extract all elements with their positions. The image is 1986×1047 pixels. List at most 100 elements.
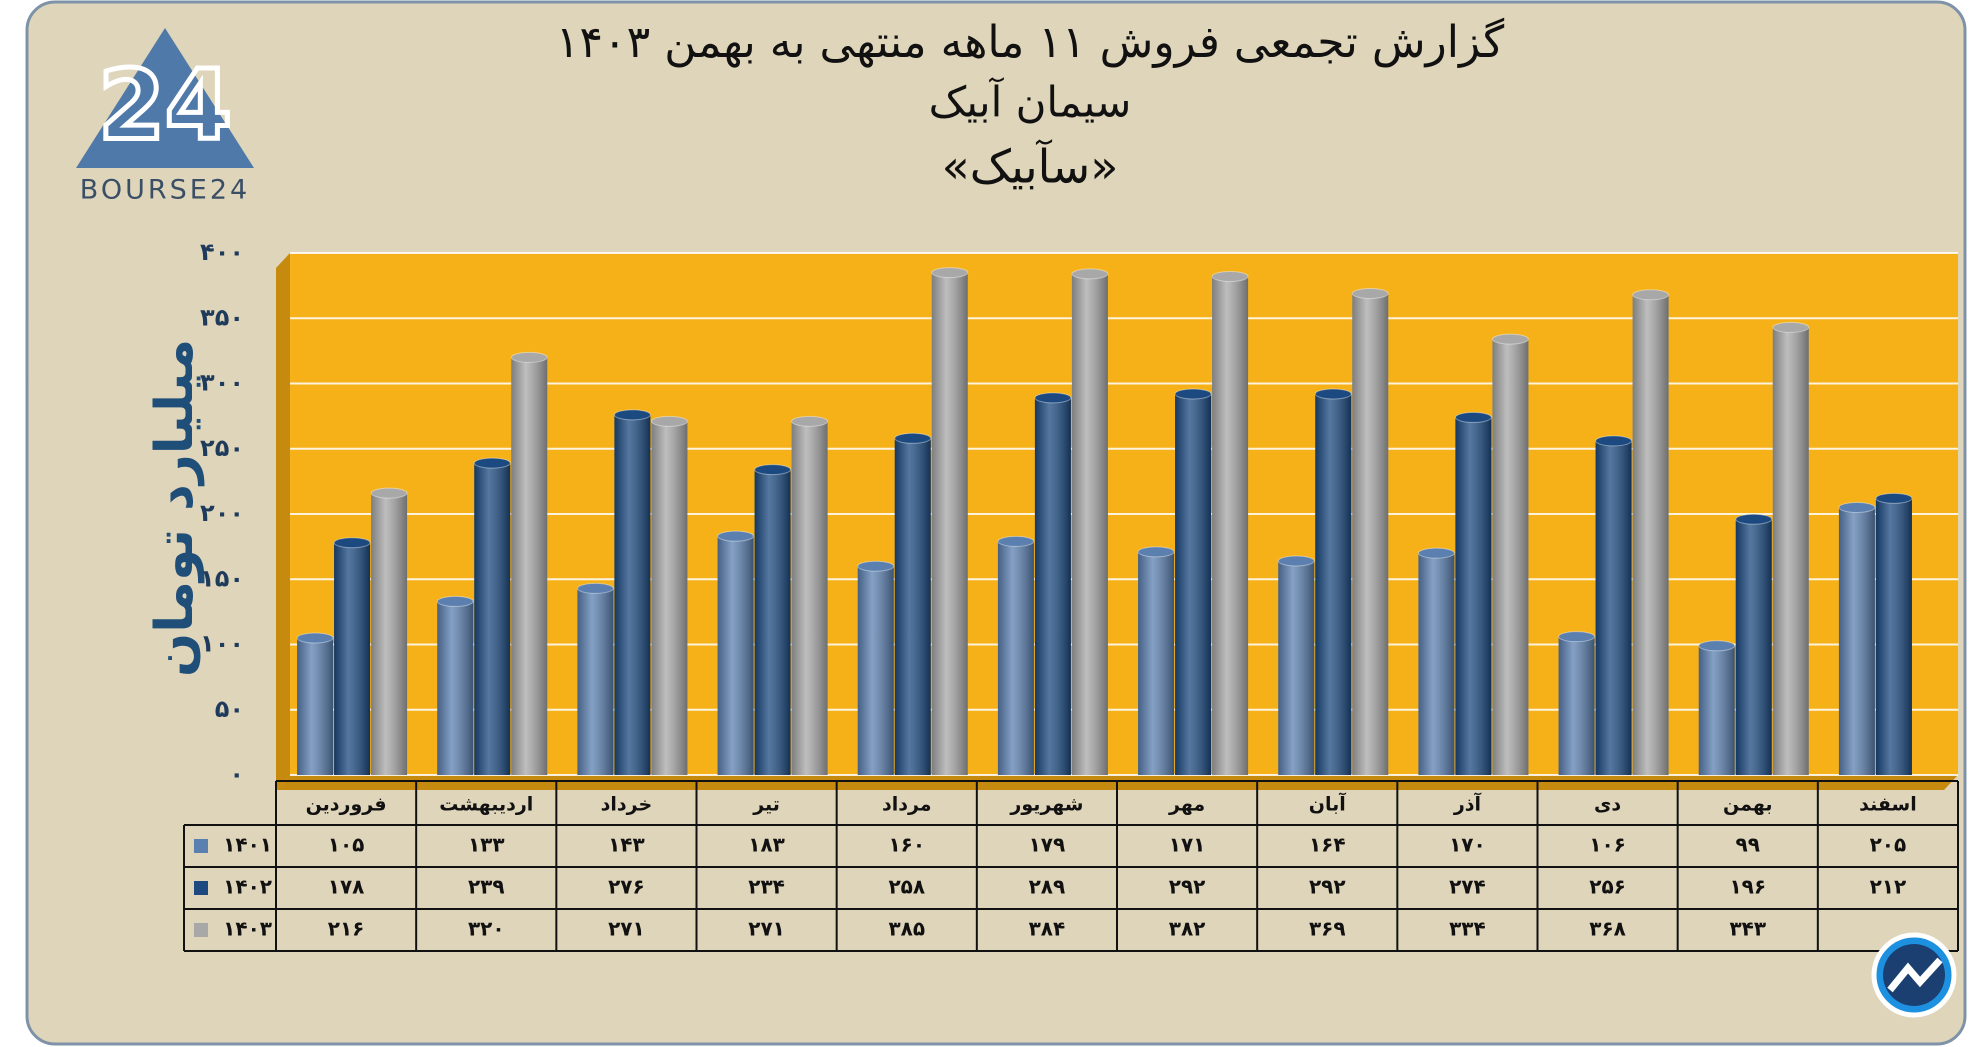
y-tick-label: ۲۰۰	[200, 499, 244, 527]
table-value: ۳۲۰	[468, 917, 505, 941]
bar-shade	[1455, 417, 1492, 775]
plot: ۰ ۵۰ ۱۰۰ ۱۵۰ ۲۰۰ ۲۵۰ ۳۰۰ ۳۵۰ ۴۰۰	[200, 238, 1958, 788]
y-tick-label: ۰	[229, 760, 244, 788]
bar-cap	[1034, 392, 1072, 404]
bar-cap	[931, 267, 969, 279]
table-value: ۲۷۱	[748, 917, 785, 941]
table-value: ۱۷۱	[1169, 833, 1206, 857]
bar-shade	[1418, 553, 1455, 775]
y-tick-label: ۱۵۰	[200, 564, 244, 592]
bar-cap	[510, 351, 548, 363]
bar-shade	[511, 357, 548, 775]
bar-cap	[576, 582, 614, 594]
bar-cap	[791, 415, 829, 427]
bar-shade	[334, 542, 371, 775]
bar-shade	[1138, 551, 1175, 775]
table-value: ۲۱۲	[1870, 875, 1907, 899]
y-tick-label: ۳۰۰	[200, 369, 244, 397]
table-value: ۹۹	[1736, 833, 1760, 857]
bar-shade	[1632, 294, 1669, 775]
legend-label: ۱۴۰۳	[223, 917, 272, 941]
bar-shade	[717, 536, 754, 775]
table-value: ۲۰۵	[1870, 833, 1907, 857]
bar-shade	[1492, 339, 1529, 775]
table-value: ۱۰۶	[1589, 833, 1626, 857]
chart-subtitle: سیمان آبیک	[929, 77, 1132, 127]
bar-cap	[1558, 631, 1596, 643]
table-value: ۱۳۳	[468, 833, 505, 857]
bar-cap	[650, 415, 688, 427]
x-tick-label: شهریور	[1009, 794, 1083, 816]
bar-shade	[931, 272, 968, 775]
bar-shade	[997, 541, 1034, 775]
corner-icon	[1871, 932, 1957, 1018]
table-value: ۳۸۲	[1169, 917, 1206, 941]
bar-shade	[791, 421, 828, 775]
bar-cap	[1137, 546, 1175, 558]
y-tick-label: ۵۰	[215, 695, 244, 723]
bar-cap	[857, 560, 895, 572]
table-value: ۱۷۸	[328, 875, 365, 899]
x-tick-label: دی	[1594, 794, 1621, 816]
bar-shade	[474, 463, 511, 775]
bar-cap	[613, 409, 651, 421]
logo-triangle	[76, 28, 254, 168]
table-value: ۲۸۹	[1029, 875, 1066, 899]
icon-arrow	[1887, 957, 1943, 993]
table-value: ۲۷۴	[1449, 875, 1486, 899]
bar-shade	[1352, 293, 1389, 775]
bar-cap	[1772, 321, 1810, 333]
bar-shade	[1735, 519, 1772, 775]
legend-swatch	[194, 881, 208, 895]
bar-cap	[473, 457, 511, 469]
x-tick-label: اسفند	[1859, 794, 1917, 816]
logo-text: BOURSE24	[80, 175, 250, 206]
bar-cap	[1277, 555, 1315, 567]
bar-shade	[371, 493, 408, 775]
bar-cap	[1314, 388, 1352, 400]
bar-cap	[333, 537, 371, 549]
table-value: ۱۹۶	[1729, 875, 1766, 899]
bar-cap	[436, 595, 474, 607]
table-value: ۲۳۴	[748, 875, 785, 899]
bar-cap	[1071, 268, 1109, 280]
bar-cap	[1351, 287, 1389, 299]
x-tick-label: آذر	[1453, 792, 1482, 816]
bar-cap	[1735, 513, 1773, 525]
table-value: ۱۴۳	[608, 833, 645, 857]
table-value: ۱۷۹	[1029, 833, 1066, 857]
legend-swatch	[194, 839, 208, 853]
table-value: ۱۷۰	[1449, 833, 1486, 857]
table-value: ۲۵۶	[1589, 875, 1626, 899]
bar-cap	[894, 432, 932, 444]
bar-shade	[754, 469, 791, 775]
x-tick-label: آبان	[1309, 792, 1346, 816]
table-value: ۳۶۹	[1309, 917, 1346, 941]
table-value: ۲۳۹	[468, 875, 505, 899]
x-tick-label: بهمن	[1723, 794, 1773, 816]
table-value: ۱۶۰	[888, 833, 925, 857]
bar-cap	[1595, 435, 1633, 447]
table-value: ۳۸۴	[1029, 917, 1066, 941]
bar-cap	[1417, 547, 1455, 559]
bar-shade	[577, 588, 614, 775]
x-tick-label: مرداد	[882, 794, 932, 816]
bar-shade	[297, 637, 334, 775]
bar-cap	[1838, 501, 1876, 513]
table-value: ۳۸۵	[888, 917, 925, 941]
bar-cap	[1174, 388, 1212, 400]
bar-cap	[1632, 289, 1670, 301]
table-value: ۱۸۳	[748, 833, 785, 857]
bar-cap	[754, 464, 792, 476]
bar-cap	[1491, 333, 1529, 345]
bar-cap	[1211, 270, 1249, 282]
bar-shade	[651, 421, 688, 775]
bar-shade	[1278, 560, 1315, 775]
x-tick-label: مهر	[1168, 794, 1205, 816]
table-value: ۳۳۴	[1449, 917, 1486, 941]
table-value: ۲۹۲	[1309, 875, 1346, 899]
bar-shade	[1875, 498, 1912, 775]
table-value: ۱۰۵	[328, 833, 365, 857]
legend-swatch	[194, 923, 208, 937]
data-table: فروردین اردیبهشت خرداد تیر مرداد شهریور مهر آبا…	[183, 780, 1959, 952]
